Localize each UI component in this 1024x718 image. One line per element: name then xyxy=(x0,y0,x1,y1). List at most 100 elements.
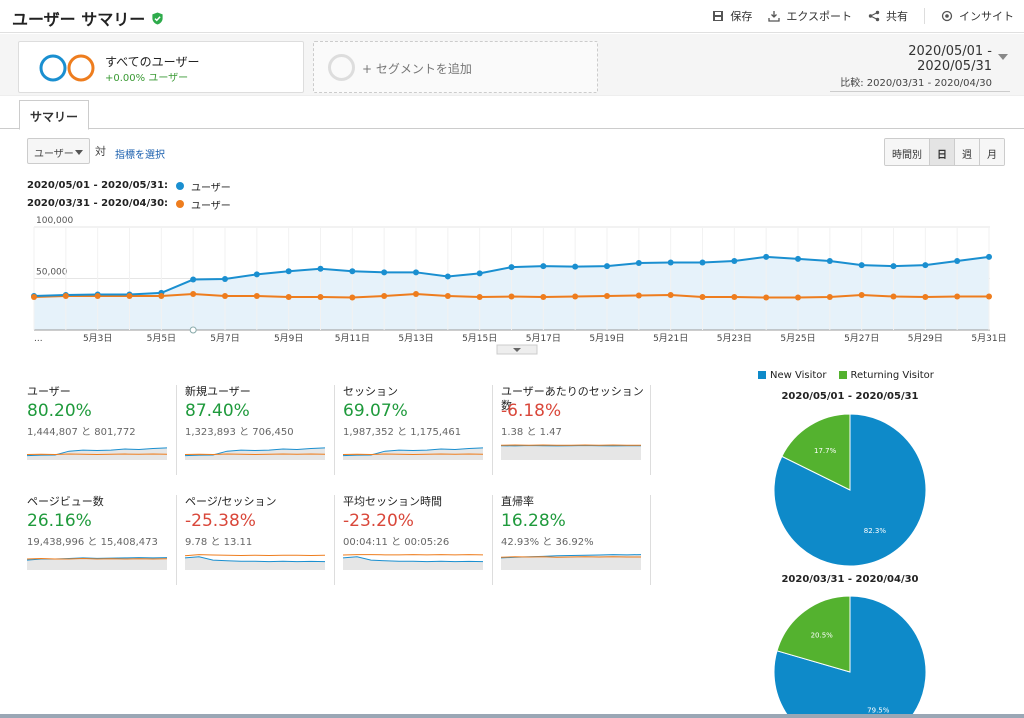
annotation-marker xyxy=(189,326,197,334)
x-tick-label: 5月3日 xyxy=(83,333,112,344)
export-icon xyxy=(768,11,780,22)
save-button[interactable]: 保存 xyxy=(712,8,752,24)
data-point xyxy=(476,294,483,301)
data-point xyxy=(381,269,388,276)
metric-name: ユーザー xyxy=(27,385,71,398)
data-point xyxy=(699,294,706,301)
chevron-down-icon xyxy=(513,348,521,352)
data-point xyxy=(253,271,260,278)
tab-summary[interactable]: サマリー xyxy=(19,100,90,130)
card-divider xyxy=(492,385,493,475)
x-tick-label: ... xyxy=(34,334,43,344)
metric-card[interactable]: ページ/セッション -25.38% 9.78 と 13.11 xyxy=(185,495,335,585)
segment-title: すべてのユーザー xyxy=(105,55,200,69)
metric-dropdown[interactable]: ユーザー xyxy=(27,138,90,164)
data-point xyxy=(222,293,228,300)
toolbar-divider xyxy=(924,8,925,24)
date-range-picker[interactable]: 2020/05/01 - 2020/05/31 比較: 2020/03/31 -… xyxy=(830,44,1010,92)
metric-values: 00:04:11 と 00:05:26 xyxy=(343,537,450,548)
granularity-month[interactable]: 月 xyxy=(980,139,1004,165)
metric-dropdown-value: ユーザー xyxy=(34,149,74,160)
metric-sparkline xyxy=(343,447,483,460)
data-point xyxy=(604,263,610,270)
metric-values: 9.78 と 13.11 xyxy=(185,537,253,548)
metric-name: 平均セッション時間 xyxy=(343,495,442,508)
export-button[interactable]: エクスポート xyxy=(768,8,852,24)
verified-shield-icon xyxy=(152,11,163,25)
pie-chart-compare: 79.5% 20.5% xyxy=(773,595,927,718)
page-title-text: ユーザー サマリー xyxy=(12,10,146,29)
save-icon xyxy=(713,11,724,21)
sparkline-area xyxy=(27,447,167,460)
pie-slice-new-visitor[interactable] xyxy=(773,413,927,567)
insight-button[interactable]: インサイト xyxy=(941,8,1014,24)
metric-card[interactable]: 平均セッション時間 -23.20% 00:04:11 と 00:05:26 xyxy=(343,495,493,585)
metric-card[interactable]: ユーザーあたりのセッション数 -6.18% 1.38 と 1.47 xyxy=(501,385,651,475)
metric-card[interactable]: 直帰率 16.28% 42.93% と 36.92% xyxy=(501,495,651,585)
pie-label-new: 82.3% xyxy=(864,527,887,535)
segment-all-users[interactable]: すべてのユーザー +0.00% ユーザー xyxy=(18,41,304,93)
data-point xyxy=(826,257,833,264)
segment-subtitle: +0.00% ユーザー xyxy=(105,73,189,84)
metric-card[interactable]: 新規ユーザー 87.40% 1,323,893 と 706,450 xyxy=(185,385,335,475)
share-button[interactable]: 共有 xyxy=(868,8,908,24)
chevron-down-icon xyxy=(75,150,83,155)
pie-slice-returning-visitor[interactable] xyxy=(781,413,851,491)
data-point xyxy=(667,291,674,298)
add-segment-button[interactable]: + セグメントを追加 xyxy=(313,41,598,93)
legend-current: 2020/05/01 - 2020/05/31: ユーザー xyxy=(27,180,231,194)
pie-slice-returning-visitor[interactable] xyxy=(776,595,851,673)
metric-percent-change: 87.40% xyxy=(185,401,250,421)
choose-metric-link[interactable]: 指標を選択 xyxy=(115,150,165,161)
sparkline-area xyxy=(27,557,167,570)
data-point xyxy=(508,264,515,271)
metric-values: 1,987,352 と 1,175,461 xyxy=(343,427,462,438)
x-tick-label: 5月15日 xyxy=(462,333,497,344)
granularity-week[interactable]: 週 xyxy=(955,139,980,165)
metric-card[interactable]: セッション 69.07% 1,987,352 と 1,175,461 xyxy=(343,385,493,475)
data-point xyxy=(986,293,992,300)
legend-compare-name: ユーザー xyxy=(191,201,231,212)
data-point xyxy=(476,270,483,277)
granularity-hourly[interactable]: 時間別 xyxy=(885,139,930,165)
data-point xyxy=(31,294,37,301)
data-point xyxy=(635,260,642,267)
data-point xyxy=(954,293,961,300)
metric-values: 1.38 と 1.47 xyxy=(501,427,562,438)
granularity-day[interactable]: 日 xyxy=(930,139,955,165)
data-point xyxy=(604,293,610,300)
metric-card[interactable]: ユーザー 80.20% 1,444,807 と 801,772 xyxy=(27,385,177,475)
x-tick-label: 5月27日 xyxy=(844,333,879,344)
metric-name: 新規ユーザー xyxy=(185,385,251,398)
x-tick-label: 5月5日 xyxy=(147,333,176,344)
data-point xyxy=(922,262,929,269)
pie-label-returning: 20.5% xyxy=(811,631,834,639)
top-bar: ユーザー サマリー 保存 エクスポート 共有 インサイト xyxy=(0,0,1024,33)
data-point xyxy=(349,294,356,301)
pie-title-current: 2020/05/01 - 2020/05/31 xyxy=(781,391,919,402)
legend-current-range: 2020/05/01 - 2020/05/31: xyxy=(27,180,169,191)
sparkline-line xyxy=(185,447,325,457)
data-point xyxy=(540,263,547,270)
data-point xyxy=(890,263,897,270)
metric-values: 42.93% と 36.92% xyxy=(501,537,594,548)
metric-percent-change: 80.20% xyxy=(27,401,92,421)
pie-slice-new-visitor[interactable] xyxy=(773,595,927,718)
data-point xyxy=(158,293,165,300)
metric-percent-change: 69.07% xyxy=(343,401,408,421)
data-point xyxy=(540,294,547,301)
metric-percent-change: -23.20% xyxy=(343,511,414,531)
legend-current-dot xyxy=(176,182,184,190)
metric-card[interactable]: ページビュー数 26.16% 19,438,996 と 15,408,473 xyxy=(27,495,177,585)
sparkline-line xyxy=(343,556,483,563)
data-point xyxy=(62,293,69,300)
card-divider xyxy=(176,385,177,475)
users-line-chart: 100,000 50,000... 5月3日 5月5日 5月7日 5月9日 5月11日 5月1… xyxy=(31,216,1007,355)
sparkline-area xyxy=(185,556,325,570)
x-tick-label: 5月19日 xyxy=(589,333,624,344)
insight-label: インサイト xyxy=(959,10,1014,23)
data-point xyxy=(126,293,133,300)
sparkline-area xyxy=(343,556,483,570)
x-tick-label: 5月7日 xyxy=(210,333,239,344)
metric-sparkline xyxy=(501,554,641,570)
